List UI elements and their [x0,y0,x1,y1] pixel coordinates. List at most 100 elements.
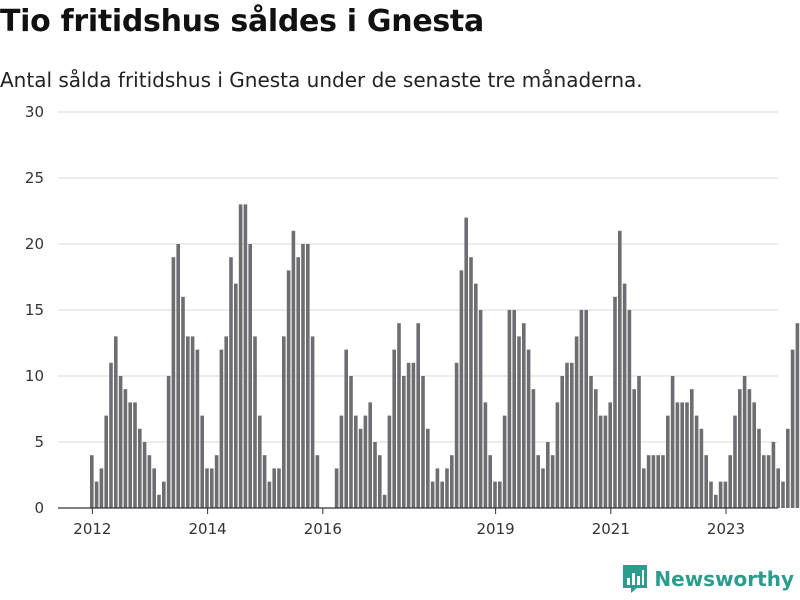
bar [205,468,209,508]
bar [598,415,603,508]
bar [147,455,152,508]
bar [272,468,276,508]
bar [502,415,507,508]
bar [584,310,588,508]
bar [435,468,440,508]
bar [632,389,636,508]
bar [349,376,353,508]
x-tick-label: 2021 [592,520,630,538]
bar [771,442,776,508]
bar [248,244,252,508]
bar [776,468,780,508]
bar [138,428,142,508]
bar [536,455,540,508]
bar [594,389,598,508]
bar [790,349,795,508]
bar [474,283,478,508]
bar [752,402,756,508]
bar [454,362,459,508]
bar [757,428,761,508]
bar [651,455,656,508]
x-axis: 2012201420162019202120232025 [58,507,778,538]
bar [656,455,660,508]
bar [310,336,315,508]
bar [99,468,104,508]
bar [142,442,147,508]
bar [512,310,516,508]
bar [387,415,392,508]
bar [680,402,684,508]
bar [728,455,732,508]
chart-title: Tio fritidshus såldes i Gnesta [0,4,484,39]
bar [186,336,190,508]
bar [699,428,704,508]
bar [579,310,584,508]
bar [589,376,593,508]
bar [195,349,200,508]
bar [229,257,233,508]
bar [574,336,579,508]
bar [670,376,675,508]
bar [781,481,785,508]
bar [762,455,766,508]
x-tick-label: 2016 [304,520,342,538]
bar [526,349,531,508]
x-tick-label: 2014 [189,520,227,538]
bar [555,402,560,508]
bar [560,376,564,508]
bar [354,415,358,508]
bar [104,415,108,508]
bar [152,468,156,508]
y-tick-label: 10 [25,367,44,385]
bar [646,455,651,508]
bar [243,204,248,508]
bar [344,349,348,508]
bar [301,244,305,508]
bar [637,376,641,508]
bar [478,310,483,508]
bar [118,376,123,508]
bar [334,468,339,508]
bar [234,283,238,508]
bar [416,323,420,508]
bar [181,296,185,508]
bar [162,481,166,508]
y-tick-label: 20 [25,235,44,253]
bar [570,362,574,508]
bar [565,362,569,508]
bar [517,336,521,508]
bar [286,270,291,508]
bar [714,494,718,508]
bar [296,257,300,508]
bar [642,468,646,508]
bar [603,415,608,508]
bar [661,455,665,508]
bar [450,455,454,508]
bar [498,481,502,508]
bar [786,428,790,508]
bar [406,362,411,508]
bar [210,468,214,508]
bar [546,442,550,508]
bar [258,415,262,508]
bar [738,389,742,508]
bar [397,323,401,508]
bar [368,402,372,508]
bar [742,376,747,508]
bar [440,481,444,508]
bar [445,468,449,508]
bar [795,323,800,508]
bar [747,389,752,508]
bar [277,468,281,508]
bar [128,402,132,508]
bar [618,230,622,509]
bar [402,376,406,508]
y-tick-label: 5 [34,433,44,451]
bar [685,402,689,508]
bar [171,257,176,508]
bar [718,481,723,508]
bar [469,257,473,508]
bar [238,204,243,508]
bar [358,428,363,508]
bar [531,389,536,508]
